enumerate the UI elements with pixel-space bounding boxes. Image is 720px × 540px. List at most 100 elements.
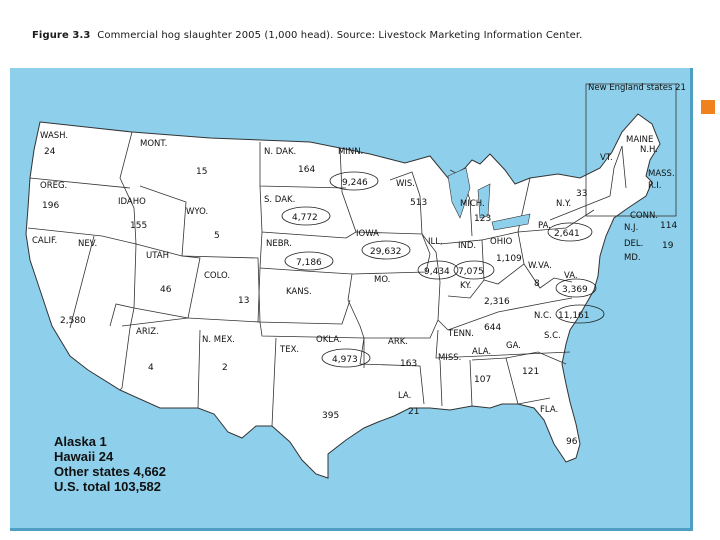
state-label-okla: OKLA. xyxy=(316,335,342,345)
state-value-wis: 513 xyxy=(410,198,427,208)
state-value-n-c: 11,161 xyxy=(558,311,590,321)
state-value-minn: 9,246 xyxy=(342,178,368,188)
summary: Alaska 1 Hawaii 24 Other states 4,662 U.… xyxy=(54,434,166,494)
state-value-ky: 2,316 xyxy=(484,297,510,307)
state-label-oreg: OREG. xyxy=(40,181,67,191)
state-value-n-dak: 164 xyxy=(298,165,315,175)
state-value-nebr: 7,186 xyxy=(296,258,322,268)
state-value-del: 19 xyxy=(662,241,674,251)
state-label-ga: GA. xyxy=(506,341,521,351)
state-value-va: 3,369 xyxy=(562,285,588,295)
state-label-tex: TEX. xyxy=(279,345,299,355)
state-label-mich: MICH. xyxy=(460,199,485,209)
state-label-minn: MINN. xyxy=(338,147,363,157)
state-label-iowa: IOWA xyxy=(356,229,379,239)
state-label-idaho: IDAHO xyxy=(118,197,146,207)
state-value-tenn: 644 xyxy=(484,323,501,333)
state-value-tex: 395 xyxy=(322,411,339,421)
state-value-n-mex: 2 xyxy=(222,363,228,373)
us-land xyxy=(25,113,661,479)
state-label-s-dak: S. DAK. xyxy=(264,195,295,205)
state-label-r-i: R.I. xyxy=(648,181,662,191)
new-england-note: New England states 21 xyxy=(588,83,686,93)
us-map: New England states 21 WASH.24OREG.196CAL… xyxy=(25,83,686,494)
state-value-colo: 13 xyxy=(238,296,249,306)
state-value-n-j: 114 xyxy=(660,221,677,231)
state-value-ill: 9,434 xyxy=(424,267,450,277)
state-value-pa: 2,641 xyxy=(554,229,580,239)
state-value-mich: 123 xyxy=(474,214,491,224)
state-labels: WASH.24OREG.196CALIF.2,580IDAHO155NEV.MO… xyxy=(32,131,677,447)
figure-caption: Figure 3.3 Commercial hog slaughter 2005… xyxy=(32,30,692,41)
state-value-oreg: 196 xyxy=(42,201,59,211)
state-label-n-y: N.Y. xyxy=(556,199,571,209)
state-label-la: LA. xyxy=(398,391,411,401)
state-label-vt: VT. xyxy=(600,153,613,163)
state-value-mo: 7,075 xyxy=(458,267,484,277)
state-value-n-y: 33 xyxy=(576,189,587,199)
state-label-n-c: N.C. xyxy=(534,311,552,321)
state-label-mo: MO. xyxy=(374,275,390,285)
state-label-wyo: WYO. xyxy=(186,207,208,217)
new-england-inset xyxy=(585,83,677,217)
great-lakes xyxy=(447,167,531,231)
state-label-colo: COLO. xyxy=(204,271,230,281)
state-value-w-va: 8 xyxy=(534,279,540,289)
state-label-kans: KANS. xyxy=(286,287,312,297)
state-value-utah: 46 xyxy=(160,285,172,295)
state-label-n-h: N.H. xyxy=(640,145,658,155)
figure-label: Figure 3.3 xyxy=(32,30,91,41)
state-label-ohio: OHIO xyxy=(490,237,513,247)
state-value-ga: 121 xyxy=(522,367,539,377)
state-value-s-dak: 4,772 xyxy=(292,213,318,223)
state-value-iowa: 29,632 xyxy=(370,247,402,257)
state-label-calif: CALIF. xyxy=(32,236,57,246)
state-label-utah: UTAH xyxy=(146,251,169,261)
state-value-okla: 4,973 xyxy=(332,355,358,365)
state-label-n-j: N.J. xyxy=(624,223,638,233)
value-ovals xyxy=(281,171,605,368)
state-label-ill: ILL. xyxy=(428,237,443,247)
state-label-tenn: TENN. xyxy=(447,329,474,339)
figure-caption-text: Commercial hog slaughter 2005 (1,000 hea… xyxy=(97,30,583,41)
state-value-idaho: 155 xyxy=(130,221,147,231)
state-label-mass: MASS. xyxy=(648,169,675,179)
summary-hawaii: Hawaii 24 xyxy=(54,449,114,464)
state-value-wyo: 5 xyxy=(214,231,220,241)
state-label-conn: CONN. xyxy=(630,211,658,221)
state-label-s-c: S.C. xyxy=(544,331,561,341)
orange-marker xyxy=(701,100,715,114)
state-label-ind: IND. xyxy=(458,241,476,251)
state-label-n-mex: N. MEX. xyxy=(202,335,235,345)
state-value-ala: 107 xyxy=(474,375,491,385)
state-label-n-dak: N. DAK. xyxy=(264,147,296,157)
state-label-ark: ARK. xyxy=(388,337,408,347)
state-label-nebr: NEBR. xyxy=(266,239,292,249)
state-label-md: MD. xyxy=(624,253,641,263)
state-label-ariz: ARIZ. xyxy=(136,327,159,337)
state-value-mont: 15 xyxy=(196,167,207,177)
state-value-ariz: 4 xyxy=(148,363,154,373)
state-label-fla: FLA. xyxy=(540,405,558,415)
summary-alaska: Alaska 1 xyxy=(54,434,107,449)
state-value-calif: 2,580 xyxy=(60,316,86,326)
state-label-pa: PA. xyxy=(538,221,551,231)
state-value-ark: 163 xyxy=(400,359,417,369)
state-label-nev: NEV. xyxy=(78,239,97,249)
state-value-ohio: 1,109 xyxy=(496,254,522,264)
summary-total: U.S. total 103,582 xyxy=(54,479,161,494)
state-label-ky: KY. xyxy=(460,281,471,291)
state-label-wis: WIS. xyxy=(396,179,415,189)
state-label-del: DEL. xyxy=(624,239,643,249)
state-label-ala: ALA. xyxy=(472,347,491,357)
state-label-w-va: W.VA. xyxy=(528,261,552,271)
state-value-fla: 96 xyxy=(566,437,578,447)
state-value-la: 21 xyxy=(408,407,419,417)
state-label-maine: MAINE xyxy=(626,135,653,145)
state-label-miss: MISS. xyxy=(438,353,461,363)
state-label-wash: WASH. xyxy=(40,131,68,141)
state-label-mont: MONT. xyxy=(140,139,167,149)
summary-other: Other states 4,662 xyxy=(54,464,166,479)
state-value-wash: 24 xyxy=(44,147,56,157)
state-label-va: VA. xyxy=(564,271,578,281)
